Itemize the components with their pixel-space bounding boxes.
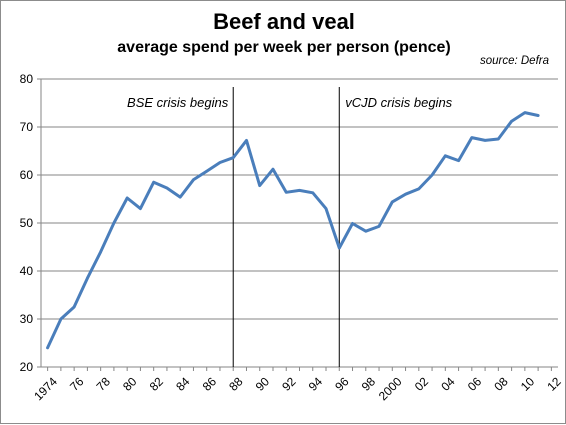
y-tick-label: 20 xyxy=(20,360,34,374)
data-point xyxy=(470,136,474,139)
y-tick-label: 50 xyxy=(20,216,34,230)
x-tick-label: 02 xyxy=(412,374,432,394)
x-tick-label: 88 xyxy=(226,374,246,394)
data-point xyxy=(444,154,447,157)
data-point xyxy=(351,222,354,225)
data-point xyxy=(258,184,261,187)
x-tick-label: 80 xyxy=(120,374,140,394)
chart-subtitle: average spend per week per person (pence… xyxy=(117,39,451,56)
data-point xyxy=(457,159,460,162)
annotation-label: vCJD crisis begins xyxy=(345,95,452,110)
y-tick-label: 60 xyxy=(20,168,34,182)
y-tick-label: 80 xyxy=(20,72,34,86)
data-point xyxy=(285,191,288,194)
data-point xyxy=(430,173,434,177)
data-point xyxy=(152,181,155,184)
data-point xyxy=(218,161,222,164)
series-line xyxy=(46,111,540,350)
data-point xyxy=(112,221,116,225)
data-point xyxy=(497,137,500,141)
data-point xyxy=(391,200,394,204)
x-tick-label: 92 xyxy=(279,374,299,394)
data-point xyxy=(178,195,182,199)
data-point xyxy=(417,187,421,191)
x-tick-label: 04 xyxy=(438,374,458,394)
x-tick-label: 06 xyxy=(465,374,485,394)
data-point xyxy=(245,139,248,142)
annotation-label: BSE crisis begins xyxy=(127,95,229,110)
x-tick-label: 90 xyxy=(253,374,273,394)
chart-title: Beef and veal xyxy=(213,9,355,34)
x-tick-label: 12 xyxy=(544,374,564,394)
x-tick-label: 94 xyxy=(306,374,326,394)
x-tick-label: 78 xyxy=(94,374,114,394)
data-point xyxy=(338,246,341,250)
data-point xyxy=(324,207,328,210)
data-point xyxy=(72,305,76,309)
data-point xyxy=(99,250,102,253)
data-point xyxy=(510,120,513,123)
data-point xyxy=(311,191,314,194)
data-point xyxy=(377,225,381,228)
data-point xyxy=(86,277,89,280)
y-tick-label: 40 xyxy=(20,264,34,278)
data-point xyxy=(232,156,235,159)
data-point xyxy=(523,111,527,114)
data-point xyxy=(483,139,487,142)
data-point xyxy=(192,178,195,181)
y-tick-label: 70 xyxy=(20,120,34,134)
x-tick-label: 96 xyxy=(332,374,352,394)
data-point xyxy=(139,207,142,210)
x-tick-label: 10 xyxy=(518,374,538,394)
chart-source: source: Defra xyxy=(479,55,549,67)
data-point xyxy=(298,189,301,192)
x-tick-label: 2000 xyxy=(376,374,405,403)
x-tick-label: 76 xyxy=(67,374,87,394)
x-tick-label: 08 xyxy=(491,374,511,394)
x-tick-label: 98 xyxy=(359,374,379,394)
y-tick-label: 30 xyxy=(20,312,34,326)
data-point xyxy=(125,196,129,200)
data-point xyxy=(205,169,208,173)
x-tick-label: 1974 xyxy=(31,374,60,403)
data-point xyxy=(364,229,367,233)
data-point xyxy=(536,114,540,117)
data-point xyxy=(165,186,169,190)
data-point xyxy=(59,317,63,321)
data-point xyxy=(271,168,275,171)
x-tick-label: 82 xyxy=(147,374,167,394)
data-point xyxy=(404,193,407,196)
data-point xyxy=(46,346,49,349)
x-tick-label: 86 xyxy=(200,374,220,394)
x-tick-label: 84 xyxy=(173,374,193,394)
